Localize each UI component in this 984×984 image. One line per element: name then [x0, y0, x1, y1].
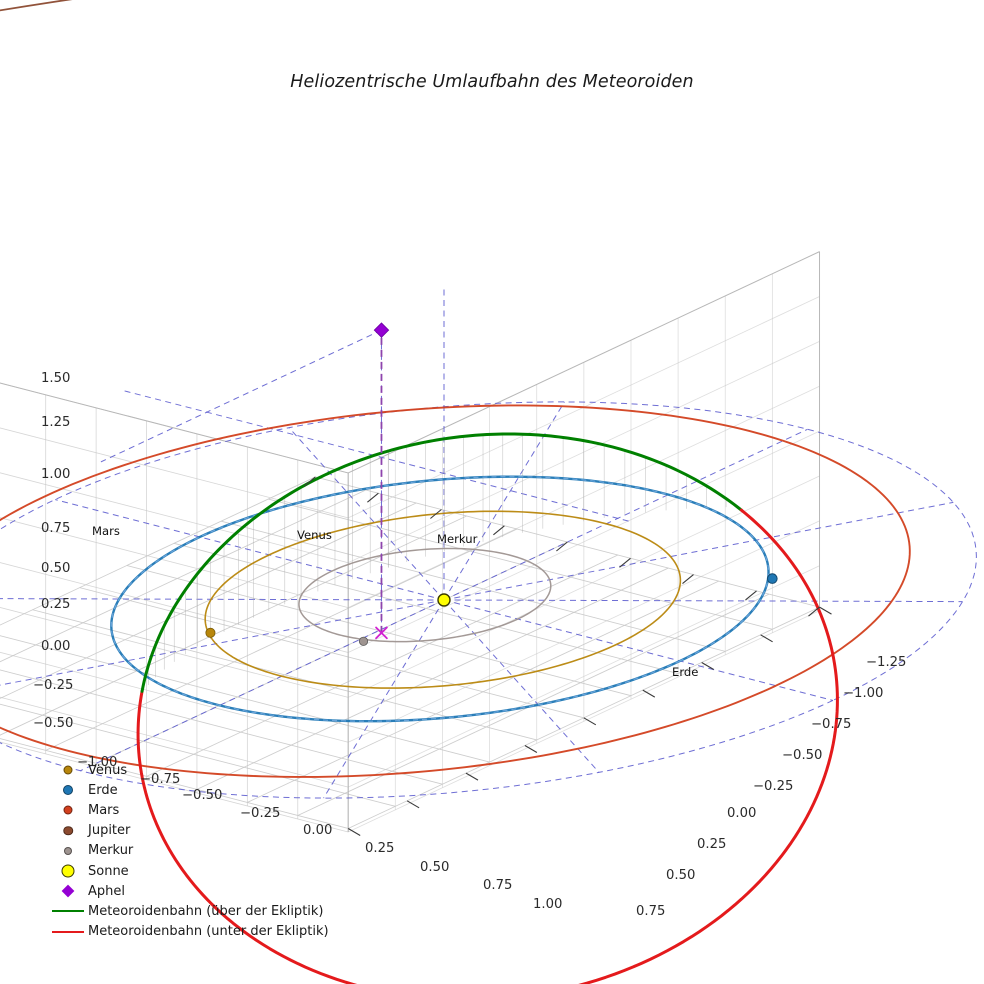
legend-marker-mars-icon: [48, 800, 88, 820]
legend-item[interactable]: Aphel: [48, 881, 378, 901]
body-label-merkur: Merkur: [437, 532, 478, 546]
tick-label-y: 0.50: [41, 561, 71, 576]
tick-label-x: −0.25: [240, 806, 281, 821]
legend-label: Jupiter: [88, 823, 131, 839]
drop-lines: [142, 434, 727, 693]
body-label-erde: Erde: [672, 665, 699, 679]
legend-marker-meteoroidenbahn-icon: [48, 901, 88, 921]
tick-label-x: 0.50: [420, 860, 450, 875]
tick-label-z: −1.00: [843, 686, 884, 701]
legend-label: Mars: [88, 802, 120, 818]
tick-label-y: −0.50: [33, 716, 74, 731]
tick-label-x: −0.50: [182, 788, 223, 803]
tick-label-y: 0.75: [41, 521, 71, 536]
legend-marker-erde-icon: [48, 780, 88, 800]
legend-item[interactable]: Meteoroidenbahn (über der Ekliptik): [48, 901, 378, 921]
guide-lines: [0, 286, 977, 799]
tick-label-z: 0.50: [666, 868, 696, 883]
tick-label-y: −0.25: [33, 678, 74, 693]
tick-label-y: 1.25: [41, 415, 71, 430]
legend-label: Sonne: [88, 863, 129, 879]
axis-ticks: [304, 476, 832, 836]
legend-item[interactable]: Jupiter: [48, 821, 378, 841]
tick-label-x: −1.00: [77, 755, 118, 770]
tick-label-z: 0.00: [727, 806, 757, 821]
tick-label-x: 0.00: [303, 823, 333, 838]
tick-label-x: 1.00: [533, 897, 563, 912]
tick-label-x: 0.75: [483, 878, 513, 893]
legend-item[interactable]: Meteoroidenbahn (unter der Ekliptik): [48, 922, 378, 942]
tick-label-x: 0.25: [365, 841, 395, 856]
tick-label-z: 0.75: [636, 904, 666, 919]
legend-item[interactable]: Erde: [48, 780, 378, 800]
axes-panes: [0, 251, 821, 833]
tick-label-z: −0.75: [811, 717, 852, 732]
tick-label-y: 0.25: [41, 597, 71, 612]
body-label-mars: Mars: [92, 524, 120, 538]
tick-label-z: −0.25: [753, 779, 794, 794]
tick-label-z: −0.50: [782, 748, 823, 763]
legend-marker-merkur-icon: [48, 841, 88, 861]
legend-marker-venus-icon: [48, 760, 88, 780]
legend-item[interactable]: Merkur: [48, 841, 378, 861]
legend-label: Erde: [88, 782, 118, 798]
body-label-venus: Venus: [297, 528, 332, 542]
legend-item[interactable]: Venus: [48, 760, 378, 780]
page-title: Heliozentrische Umlaufbahn des Meteoroid…: [290, 72, 694, 92]
legend-marker-meteoroidenbahn-icon: [48, 922, 88, 942]
legend-label: Venus: [88, 762, 128, 778]
body-markers: [205, 322, 778, 646]
legend-marker-sonne-icon: [48, 861, 88, 881]
tick-label-y: 1.00: [41, 467, 71, 482]
tick-label-y: 0.00: [41, 639, 71, 654]
legend: Venus Erde Mars Jupiter Merkur Sonne Aphel Mete…: [48, 760, 378, 942]
tick-label-z: 0.25: [697, 837, 727, 852]
tick-label-y: 1.50: [41, 371, 71, 386]
legend-label: Merkur: [88, 843, 134, 859]
legend-marker-jupiter-icon: [48, 821, 88, 841]
tick-label-z: −1.25: [866, 655, 907, 670]
legend-label: Aphel: [88, 883, 125, 899]
meteoroid-orbit: [136, 330, 839, 984]
legend-label: Meteoroidenbahn (über der Ekliptik): [88, 903, 324, 919]
legend-item[interactable]: Sonne: [48, 861, 378, 881]
legend-marker-aphel-icon: [48, 881, 88, 901]
legend-item[interactable]: Mars: [48, 800, 378, 820]
tick-label-x: −0.75: [140, 772, 181, 787]
legend-label: Meteoroidenbahn (unter der Ekliptik): [88, 924, 329, 940]
